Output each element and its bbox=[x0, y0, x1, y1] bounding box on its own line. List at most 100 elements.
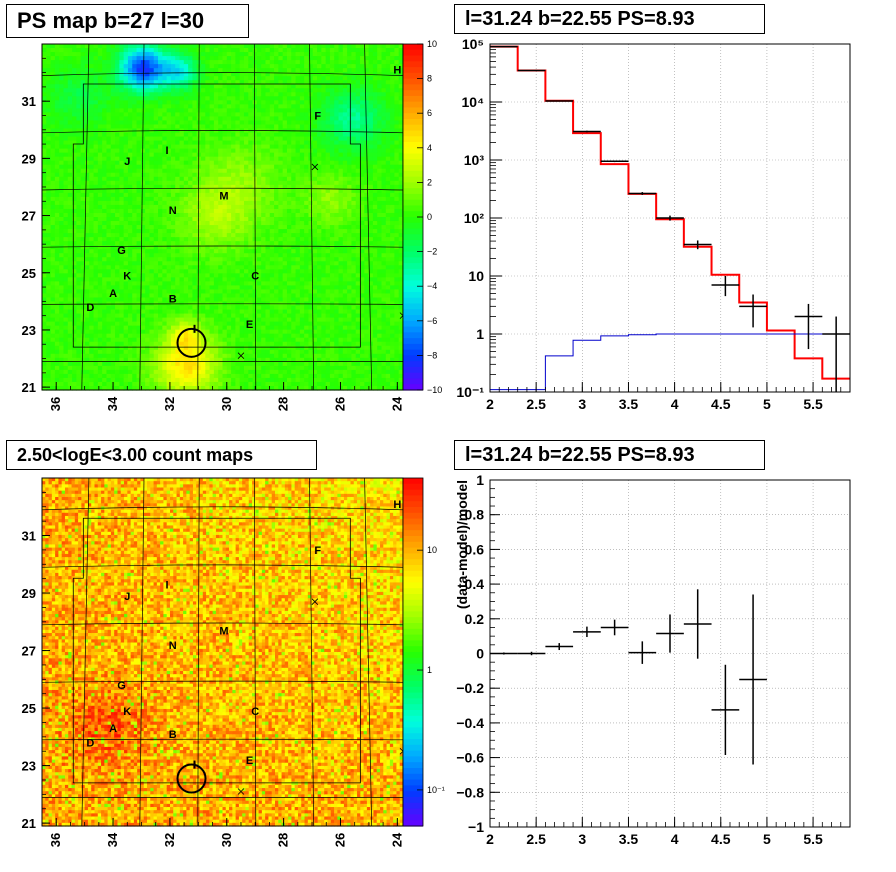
heatmap-cell bbox=[110, 333, 116, 339]
heatmap-cell bbox=[205, 313, 211, 319]
heatmap-cell bbox=[175, 317, 181, 323]
heatmap-cell bbox=[282, 212, 288, 218]
heatmap-cell bbox=[274, 325, 279, 331]
heatmap-cell bbox=[282, 124, 288, 130]
heatmap-cell bbox=[54, 377, 60, 383]
heatmap-cell bbox=[170, 108, 176, 113]
heatmap-cell bbox=[140, 377, 146, 383]
heatmap-cell bbox=[149, 325, 155, 331]
heatmap-cell bbox=[110, 68, 116, 73]
heatmap-cell bbox=[46, 92, 52, 97]
heatmap-cell bbox=[218, 345, 224, 351]
heatmap-cell bbox=[97, 357, 103, 363]
heatmap-cell bbox=[231, 381, 236, 387]
heatmap-cell bbox=[115, 160, 120, 166]
heatmap-cell bbox=[46, 132, 52, 138]
heatmap-cell bbox=[209, 297, 215, 303]
heatmap-cell bbox=[115, 68, 120, 73]
heatmap-cell bbox=[213, 64, 219, 69]
heatmap-cell bbox=[93, 285, 99, 291]
heatmap-cell bbox=[136, 92, 142, 97]
heatmap-cell bbox=[72, 112, 77, 118]
heatmap-cell bbox=[149, 317, 155, 323]
heatmap-cell bbox=[149, 381, 155, 387]
heatmap-cell bbox=[59, 100, 65, 105]
heatmap-cell bbox=[106, 329, 112, 335]
heatmap-cell bbox=[282, 249, 288, 254]
heatmap-cell bbox=[231, 273, 236, 278]
heatmap-cell bbox=[256, 200, 262, 206]
heatmap-cell bbox=[46, 88, 52, 93]
heatmap-cell bbox=[170, 297, 176, 303]
heatmap-cell bbox=[201, 245, 206, 250]
heatmap-cell bbox=[72, 217, 77, 222]
heatmap-cell bbox=[158, 293, 163, 299]
heatmap-cell bbox=[286, 168, 292, 174]
heatmap-cell bbox=[145, 136, 151, 142]
heatmap-cell bbox=[213, 208, 219, 214]
heatmap-cell bbox=[102, 373, 108, 379]
heatmap-cell bbox=[239, 269, 245, 274]
heatmap-cell bbox=[192, 140, 198, 146]
heatmap-cell bbox=[243, 285, 249, 291]
heatmap-cell bbox=[158, 172, 163, 178]
heatmap-cell bbox=[102, 180, 108, 186]
heatmap-cell bbox=[278, 353, 284, 359]
heatmap-cell bbox=[158, 333, 163, 339]
heatmap-cell bbox=[170, 269, 176, 274]
heatmap-cell bbox=[175, 100, 181, 105]
heatmap-cell bbox=[243, 116, 249, 122]
heatmap-cell bbox=[158, 108, 163, 113]
heatmap-cell bbox=[209, 68, 215, 73]
heatmap-cell bbox=[127, 192, 133, 198]
heatmap-cell bbox=[46, 48, 52, 53]
heatmap-cell bbox=[170, 192, 176, 198]
heatmap-cell bbox=[115, 64, 120, 69]
heatmap-cell bbox=[269, 204, 275, 210]
heatmap-cell bbox=[175, 48, 181, 53]
heatmap-cell bbox=[239, 345, 245, 351]
heatmap-cell bbox=[261, 204, 267, 210]
heatmap-cell bbox=[218, 309, 224, 315]
heatmap-cell bbox=[209, 237, 215, 242]
heatmap-cell bbox=[286, 200, 292, 206]
heatmap-cell bbox=[243, 253, 249, 258]
heatmap-cell bbox=[89, 221, 95, 226]
heatmap-cell bbox=[205, 333, 211, 339]
heatmap-cell bbox=[248, 221, 254, 226]
heatmap-cell bbox=[63, 241, 69, 246]
heatmap-cell bbox=[158, 208, 163, 214]
heatmap-cell bbox=[136, 136, 142, 142]
heatmap-cell bbox=[248, 289, 254, 295]
heatmap-cell bbox=[46, 96, 52, 101]
heatmap-cell bbox=[201, 148, 206, 154]
heatmap-cell bbox=[149, 176, 155, 182]
heatmap-cell bbox=[102, 353, 108, 359]
heatmap-cell bbox=[97, 64, 103, 69]
heatmap-cell bbox=[235, 365, 241, 371]
heatmap-cell bbox=[226, 341, 232, 347]
heatmap-cell bbox=[145, 353, 151, 359]
heatmap-cell bbox=[226, 217, 232, 222]
heatmap-cell bbox=[170, 104, 176, 109]
heatmap-cell bbox=[158, 297, 163, 303]
heatmap-cell bbox=[59, 245, 65, 250]
heatmap-cell bbox=[89, 241, 95, 246]
heatmap-cell bbox=[183, 96, 189, 101]
heatmap-cell bbox=[136, 217, 142, 222]
heatmap-cell bbox=[46, 297, 52, 303]
heatmap-cell bbox=[222, 217, 228, 222]
heatmap-cell bbox=[54, 188, 60, 194]
heatmap-cell bbox=[42, 349, 47, 355]
heatmap-cell bbox=[243, 269, 249, 274]
heatmap-cell bbox=[132, 84, 138, 89]
heatmap-cell bbox=[153, 144, 159, 150]
heatmap-cell bbox=[67, 261, 73, 266]
heatmap-cell bbox=[89, 208, 95, 214]
heatmap-cell bbox=[282, 241, 288, 246]
heatmap-cell bbox=[59, 44, 65, 49]
heatmap-cell bbox=[76, 305, 82, 311]
heatmap-cell bbox=[162, 80, 168, 85]
heatmap-cell bbox=[50, 249, 56, 254]
heatmap-cell bbox=[127, 225, 133, 230]
